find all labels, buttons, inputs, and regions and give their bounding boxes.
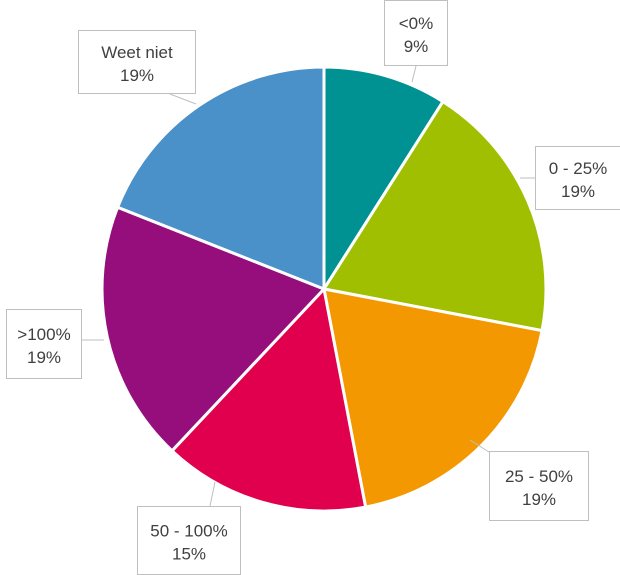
slice-value-label: 15% [172, 545, 206, 564]
data-label-4: 50 - 100% 15% [137, 481, 241, 575]
slice-value-label: 19% [120, 66, 154, 85]
slice-category-label: 25 - 50% [505, 467, 573, 486]
data-label-1: <0%9% [384, 0, 448, 83]
pie-slices [100, 65, 548, 513]
leader-line [411, 65, 417, 83]
slice-value-label: 19% [561, 182, 595, 201]
leader-line [169, 93, 197, 105]
slice-value-label: 19% [27, 348, 61, 367]
pie-slice-3 [322, 287, 544, 509]
callout-box [535, 146, 620, 210]
slice-value-label: 19% [522, 490, 556, 509]
pie-slice-1 [322, 65, 445, 291]
callout-box [489, 451, 589, 521]
pie-slice-6 [116, 65, 326, 291]
slice-category-label: >100% [17, 325, 70, 344]
slice-category-label: Weet niet [101, 43, 173, 62]
callout-box [137, 506, 241, 575]
data-label-3: 25 - 50% 19% [469, 439, 589, 521]
data-label-5: >100% 19% [6, 309, 104, 379]
pie-slice-4 [170, 287, 368, 513]
callout-box [6, 309, 82, 379]
data-label-6: Weet niet 19% [78, 30, 197, 105]
callout-box [78, 30, 196, 94]
callout-box [384, 0, 448, 66]
slice-category-label: 0 - 25% [549, 159, 608, 178]
pie-slice-2 [322, 100, 548, 333]
slice-category-label: <0% [399, 14, 434, 33]
slice-value-label: 9% [404, 37, 429, 56]
leader-line [469, 439, 490, 453]
leader-line [209, 481, 216, 507]
data-label-2: 0 - 25% 19% [520, 146, 620, 210]
data-label-callouts: <0%9%0 - 25%19%25 - 50%19%50 - 100%15%>1… [6, 0, 620, 575]
slice-category-label: 50 - 100% [150, 522, 228, 541]
